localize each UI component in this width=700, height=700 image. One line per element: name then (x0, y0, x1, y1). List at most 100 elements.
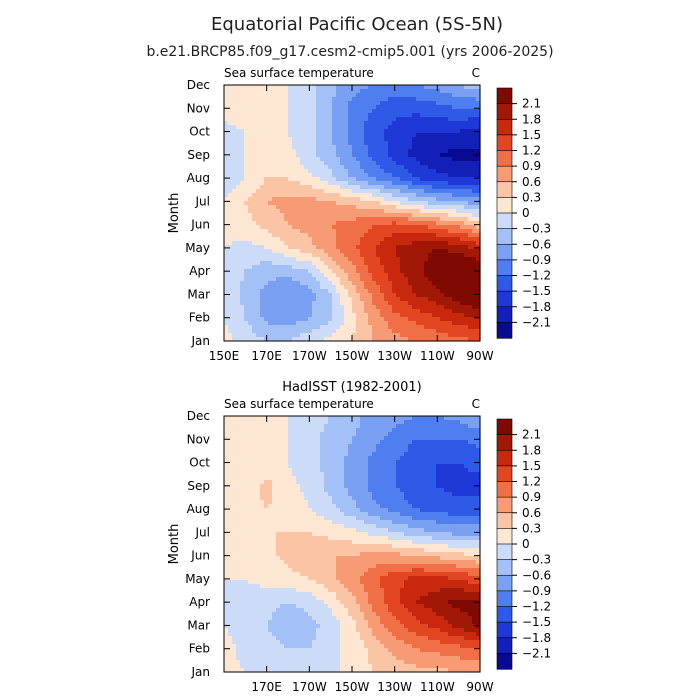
heatmap-cell (364, 420, 369, 425)
heatmap-cell (268, 249, 273, 254)
heatmap-cell (424, 105, 429, 110)
heatmap-cell (364, 313, 369, 318)
heatmap-cell (412, 297, 417, 302)
heatmap-cell (412, 233, 417, 238)
heatmap-cell (412, 121, 417, 126)
heatmap-cell (380, 460, 385, 465)
heatmap-cell (368, 113, 373, 118)
heatmap-cell (272, 93, 277, 98)
heatmap-cell (228, 165, 233, 170)
heatmap-cell (464, 221, 469, 226)
heatmap-cell (460, 201, 465, 206)
heatmap-cell (396, 137, 401, 142)
heatmap-cell (288, 321, 293, 326)
heatmap-cell (388, 133, 393, 138)
heatmap-cell (296, 289, 301, 294)
heatmap-cell (296, 333, 301, 338)
heatmap-cell (396, 225, 401, 230)
heatmap-cell (308, 137, 313, 142)
heatmap-cell (308, 317, 313, 322)
heatmap-cell (440, 93, 445, 98)
heatmap-cell (248, 273, 253, 278)
heatmap-cell (344, 241, 349, 246)
heatmap-cell (240, 253, 245, 258)
heatmap-cell (308, 173, 313, 178)
heatmap-cell (320, 452, 325, 457)
heatmap-cell (344, 416, 349, 421)
heatmap-cell (472, 233, 477, 238)
heatmap-cell (364, 269, 369, 274)
heatmap-cell (312, 105, 317, 110)
heatmap-cell (412, 305, 417, 310)
heatmap-cell (324, 201, 329, 206)
heatmap-cell (436, 145, 441, 150)
heatmap-cell (428, 301, 433, 306)
heatmap-cell (392, 325, 397, 330)
heatmap-cell (444, 93, 449, 98)
heatmap-cell (404, 337, 409, 342)
heatmap-cell (404, 313, 409, 318)
heatmap-cell (372, 253, 377, 258)
heatmap-cell (340, 165, 345, 170)
heatmap-cell (336, 197, 341, 202)
heatmap-cell (356, 257, 361, 262)
heatmap-cell (380, 301, 385, 306)
heatmap-cell (388, 440, 393, 445)
heatmap-cell (304, 273, 309, 278)
heatmap-cell (324, 189, 329, 194)
heatmap-cell (344, 205, 349, 210)
heatmap-cell (228, 444, 233, 449)
heatmap-cell (372, 85, 377, 90)
heatmap-cell (356, 273, 361, 278)
heatmap-cell (268, 464, 273, 469)
heatmap-cell (224, 225, 229, 230)
heatmap-cell (436, 257, 441, 262)
heatmap-cell (408, 169, 413, 174)
heatmap-cell (476, 169, 481, 174)
heatmap-cell (256, 161, 261, 166)
heatmap-cell (428, 432, 433, 437)
heatmap-cell (384, 293, 389, 298)
heatmap-cell (384, 329, 389, 334)
heatmap-cell (428, 193, 433, 198)
heatmap-cell (468, 129, 473, 134)
heatmap-cell (224, 193, 229, 198)
y-tick-label: Nov (187, 101, 210, 115)
heatmap-cell (312, 93, 317, 98)
heatmap-cell (412, 253, 417, 258)
heatmap-cell (436, 448, 441, 453)
heatmap-cell (468, 173, 473, 178)
heatmap-cell (272, 141, 277, 146)
heatmap-cell (316, 416, 321, 421)
heatmap-cell (440, 161, 445, 166)
heatmap-cell (476, 237, 481, 242)
heatmap-cell (436, 416, 441, 421)
heatmap-cell (320, 173, 325, 178)
x-tick-label: 130W (377, 349, 412, 363)
heatmap-cell (248, 428, 253, 433)
heatmap-cell (288, 456, 293, 461)
heatmap-cell (352, 436, 357, 441)
heatmap-cell (336, 337, 341, 342)
heatmap-cell (260, 101, 265, 106)
heatmap-cell (388, 265, 393, 270)
heatmap-cell (264, 225, 269, 230)
heatmap-cell (244, 153, 249, 158)
heatmap-cell (416, 181, 421, 186)
heatmap-cell (288, 153, 293, 158)
heatmap-cell (396, 189, 401, 194)
heatmap-cell (380, 105, 385, 110)
heatmap-cell (400, 165, 405, 170)
heatmap-cell (376, 145, 381, 150)
heatmap-cell (308, 169, 313, 174)
heatmap-cell (336, 217, 341, 222)
heatmap-cell (444, 165, 449, 170)
heatmap-cell (388, 313, 393, 318)
heatmap-cell (384, 428, 389, 433)
heatmap-cell (368, 237, 373, 242)
heatmap-cell (424, 424, 429, 429)
heatmap-cell (460, 125, 465, 130)
heatmap-cell (328, 177, 333, 182)
heatmap-cell (300, 329, 305, 334)
heatmap-cell (336, 257, 341, 262)
